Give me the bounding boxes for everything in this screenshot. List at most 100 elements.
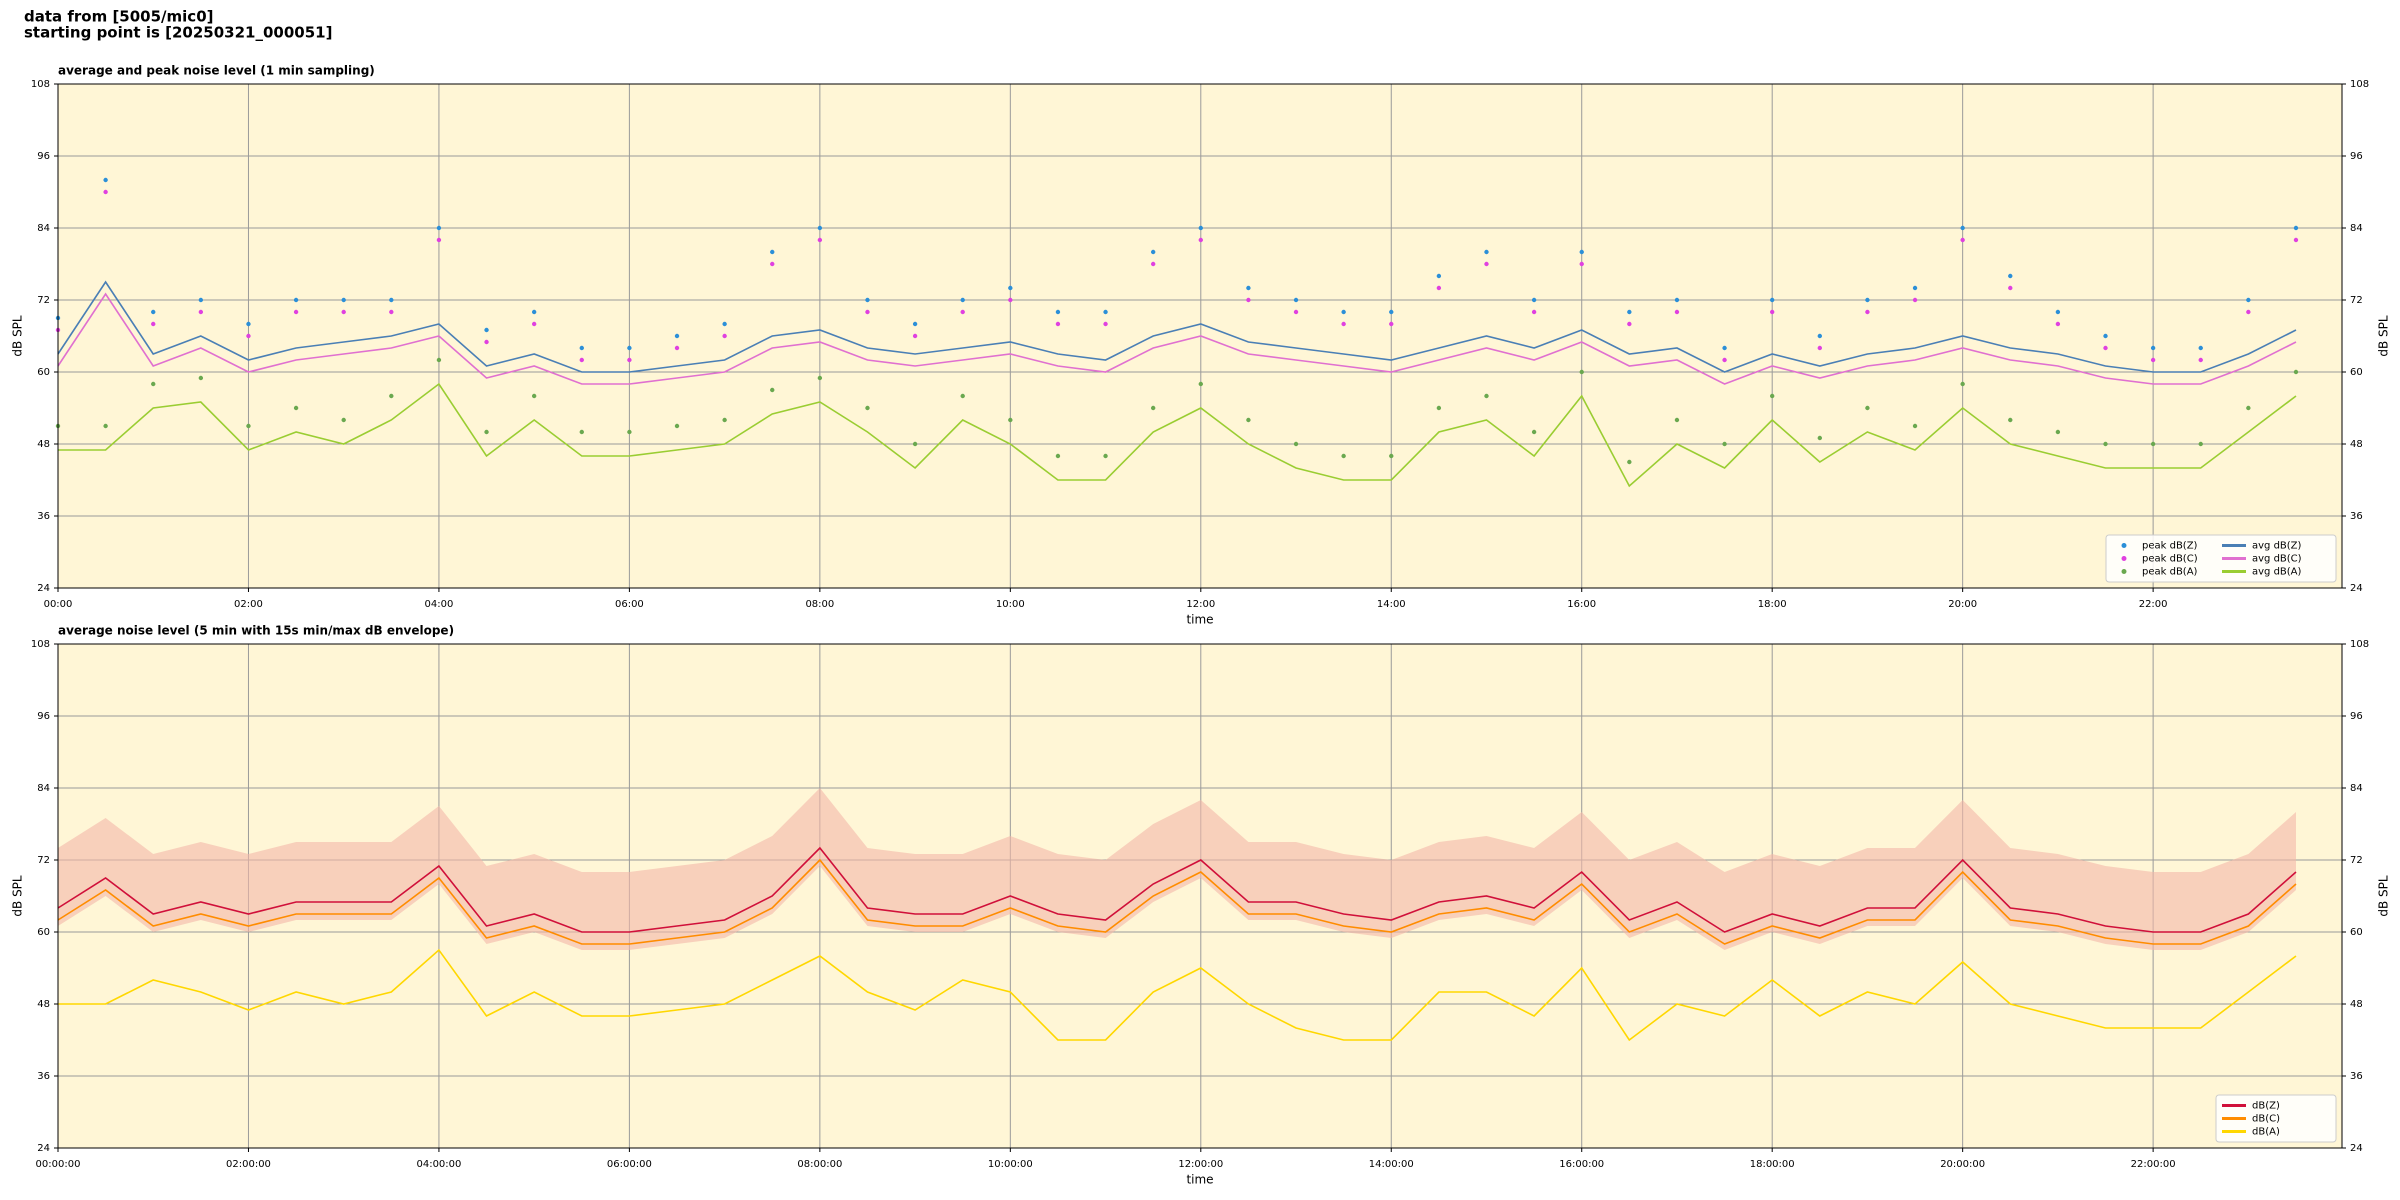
peak-dot xyxy=(865,405,870,411)
y-tick-label: 60 xyxy=(2350,927,2363,938)
peak-dot xyxy=(674,333,680,339)
series-line xyxy=(57,846,2297,933)
y-tick-label: 84 xyxy=(37,783,50,794)
y-tick-label: 108 xyxy=(31,639,50,650)
peak-dot xyxy=(246,333,251,339)
peak-dot xyxy=(674,423,680,429)
peak-dot xyxy=(1722,441,1727,447)
peak-dot xyxy=(484,327,489,333)
peak-dot xyxy=(1341,321,1346,327)
x-tick-label: 08:00 xyxy=(805,599,834,610)
x-tick-label: 02:00:00 xyxy=(226,1159,271,1170)
x-tick-label: 14:00:00 xyxy=(1369,1159,1414,1170)
peak-dot xyxy=(389,297,394,303)
y-tick-label: 108 xyxy=(2350,639,2369,650)
peak-dot xyxy=(1150,261,1156,267)
x-tick-label: 06:00:00 xyxy=(607,1159,652,1170)
y-tick-label: 36 xyxy=(37,511,50,522)
peak-dot xyxy=(2198,345,2203,351)
plot-title: average noise level (5 min with 15s min/… xyxy=(58,624,454,638)
peak-dot xyxy=(1436,405,1442,411)
envelope-band xyxy=(58,788,2296,950)
peak-dot xyxy=(103,177,108,183)
legend-label: peak dB(A) xyxy=(2142,567,2198,578)
peak-dot xyxy=(1341,453,1346,459)
y-tick-label: 84 xyxy=(2350,783,2363,794)
legend-swatch xyxy=(2121,569,2127,574)
y-tick-label: 24 xyxy=(2350,1143,2363,1154)
peak-dot xyxy=(2103,345,2108,351)
x-tick-label: 14:00 xyxy=(1377,599,1406,610)
peak-dot xyxy=(2008,273,2013,279)
peak-dot xyxy=(2246,309,2251,315)
y-tick-label: 96 xyxy=(37,151,50,162)
peak-dot xyxy=(1198,225,1203,231)
peak-dot xyxy=(1865,405,1870,411)
header-line: starting point is [20250321_000051] xyxy=(24,24,332,42)
peak-dot xyxy=(389,393,394,399)
peak-dot xyxy=(484,339,489,345)
y-tick-label: 108 xyxy=(2350,79,2369,90)
peak-dot xyxy=(960,393,965,399)
peak-dot xyxy=(1817,435,1823,441)
y-tick-label: 72 xyxy=(37,855,50,866)
peak-dot xyxy=(1531,309,1537,315)
peak-dot xyxy=(151,381,156,387)
y-tick-label: 48 xyxy=(37,999,50,1010)
peak-dot xyxy=(1674,297,1680,303)
x-axis-label: time xyxy=(1186,1173,1213,1187)
y-tick-label: 60 xyxy=(2350,367,2363,378)
series-line xyxy=(57,292,2297,385)
peak-dot xyxy=(1722,345,1727,351)
peak-dot xyxy=(2293,369,2299,375)
y-tick-label: 72 xyxy=(37,295,50,306)
peak-dot xyxy=(341,309,346,315)
x-tick-label: 20:00:00 xyxy=(1940,1159,1985,1170)
y-axis-label: dB SPL xyxy=(11,315,25,357)
peak-dot xyxy=(817,375,823,381)
peak-dot xyxy=(627,345,632,351)
peak-dot xyxy=(1150,405,1156,411)
x-tick-label: 18:00 xyxy=(1758,599,1787,610)
peak-dot xyxy=(246,423,251,429)
peak-dot xyxy=(1293,309,1299,315)
peak-dot xyxy=(436,237,442,243)
peak-dot xyxy=(1579,369,1584,375)
x-tick-label: 16:00:00 xyxy=(1559,1159,1604,1170)
peak-dot xyxy=(2150,345,2156,351)
peak-dot xyxy=(1960,381,1965,387)
peak-dot xyxy=(1055,453,1061,459)
header-line: data from [5005/mic0] xyxy=(24,8,214,26)
peak-dot xyxy=(1865,309,1870,315)
peak-dot xyxy=(2150,357,2156,363)
peak-dot xyxy=(1817,333,1823,339)
peak-dot xyxy=(1865,297,1870,303)
peak-dot xyxy=(1817,345,1823,351)
peak-dot xyxy=(1531,297,1537,303)
x-tick-label: 20:00 xyxy=(1948,599,1977,610)
peak-dot xyxy=(1436,273,1442,279)
peak-dot xyxy=(2008,417,2013,423)
peak-dot xyxy=(1341,309,1346,315)
peak-dot xyxy=(2246,297,2251,303)
x-tick-label: 10:00 xyxy=(996,599,1025,610)
x-axis-label: time xyxy=(1186,613,1213,627)
peak-dot xyxy=(1389,453,1394,459)
peak-dot xyxy=(1103,309,1108,315)
x-tick-label: 16:00 xyxy=(1567,599,1596,610)
peak-dot xyxy=(2103,333,2108,339)
peak-dot xyxy=(1627,309,1632,315)
peak-dot xyxy=(2150,441,2156,447)
y-tick-label: 36 xyxy=(2350,511,2363,522)
peak-dot xyxy=(103,423,108,429)
y-tick-label: 36 xyxy=(37,1071,50,1082)
peak-dot xyxy=(1674,417,1680,423)
peak-dot xyxy=(912,333,918,339)
plot-title: average and peak noise level (1 min samp… xyxy=(58,64,375,78)
legend-label: dB(A) xyxy=(2252,1127,2280,1138)
peak-dot xyxy=(2293,237,2299,243)
peak-dot xyxy=(1389,321,1394,327)
peak-dot xyxy=(1103,453,1108,459)
peak-dot xyxy=(1912,297,1918,303)
